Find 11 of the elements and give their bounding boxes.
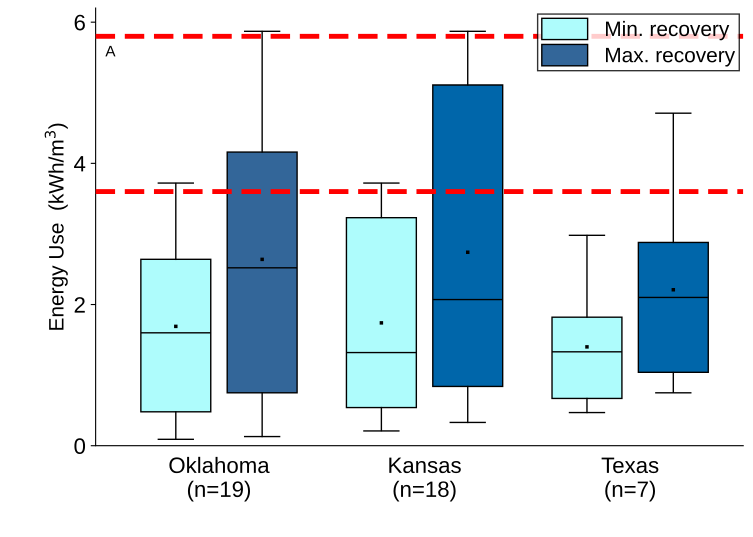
x-tick-label: Kansas (n=18): [389, 458, 461, 502]
y-tick-label: 0: [74, 438, 86, 454]
legend-label: Max. recovery: [606, 48, 736, 66]
x-tick-label: Oklahoma (n=19): [169, 456, 270, 502]
legend-label: Min. recovery: [606, 20, 730, 40]
y-tick-label: 2: [74, 297, 85, 313]
y-tick-label: 4: [74, 156, 86, 172]
annotation: A: [105, 46, 116, 56]
y-axis-title: Energy Use (kWh/m$^{3}$): [44, 124, 68, 330]
y-tick-label: 6: [74, 14, 85, 30]
x-tick-label: Texas (n=7): [602, 458, 658, 502]
